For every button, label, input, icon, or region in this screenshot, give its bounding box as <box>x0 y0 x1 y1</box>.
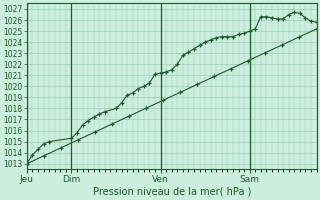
X-axis label: Pression niveau de la mer( hPa ): Pression niveau de la mer( hPa ) <box>92 187 251 197</box>
